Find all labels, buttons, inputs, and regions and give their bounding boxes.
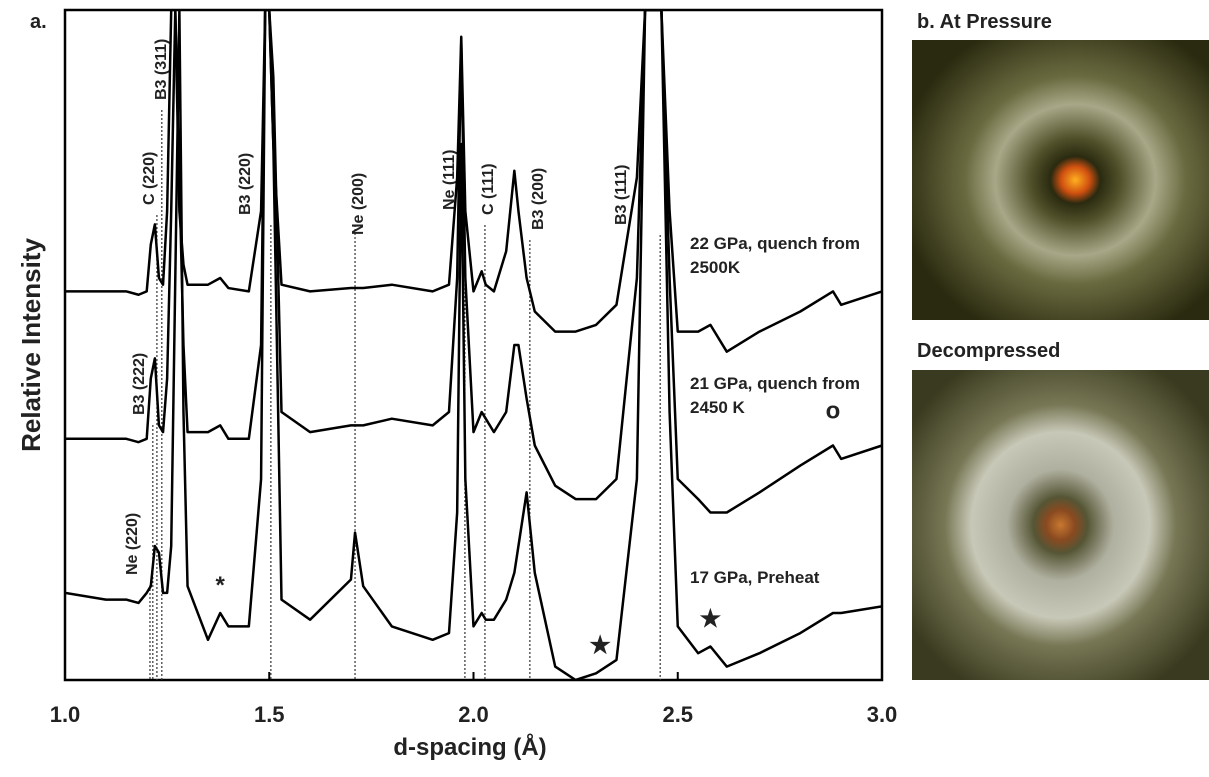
peak-marker: ★: [589, 632, 611, 659]
peak-label: B3 (111): [613, 165, 630, 225]
spectrum-line: [65, 10, 882, 680]
peak-label: Ne (220): [124, 513, 141, 575]
peak-label: C (220): [141, 152, 158, 205]
spectrum-line: [65, 10, 882, 353]
peak-label: B3 (311): [153, 39, 170, 100]
peak-label: C (111): [480, 163, 497, 215]
peak-label: Ne (200): [350, 173, 367, 235]
photo-at-pressure: [912, 40, 1209, 320]
x-tick-label: 3.0: [867, 702, 898, 727]
panel-label: a.: [30, 11, 47, 33]
x-tick-label: 2.0: [458, 702, 489, 727]
series-label: 21 GPa, quench from 2450 K: [690, 374, 861, 417]
peak-label: B3 (222): [131, 353, 148, 415]
peak-label: Ne (111): [441, 150, 458, 210]
annotations: Ne (220) B3 (222) C (220) B3 (311) B3 (220) N…: [124, 39, 661, 680]
photo-decompressed: [912, 370, 1209, 680]
photo-caption: Decompressed: [917, 340, 1060, 362]
series-label: 22 GPa, quench from 2500K: [690, 234, 861, 277]
peak-marker: *: [216, 572, 226, 599]
x-tick-label: 1.0: [50, 702, 81, 727]
peak-marker: o: [826, 398, 841, 425]
x-tick-label: 2.5: [662, 702, 693, 727]
series-group: [65, 10, 882, 680]
peak-label: B3 (220): [237, 153, 254, 215]
x-axis-label: d-spacing (Å): [393, 733, 546, 761]
peak-label: B3 (200): [530, 168, 547, 230]
series-label: 17 GPa, Preheat: [690, 568, 820, 587]
peak-marker: ★: [700, 605, 722, 632]
x-tick-label: 1.5: [254, 702, 285, 727]
photo-title: b. At Pressure: [917, 11, 1052, 33]
spectrum-line: [65, 10, 882, 514]
y-axis-label: Relative Intensity: [16, 238, 46, 452]
